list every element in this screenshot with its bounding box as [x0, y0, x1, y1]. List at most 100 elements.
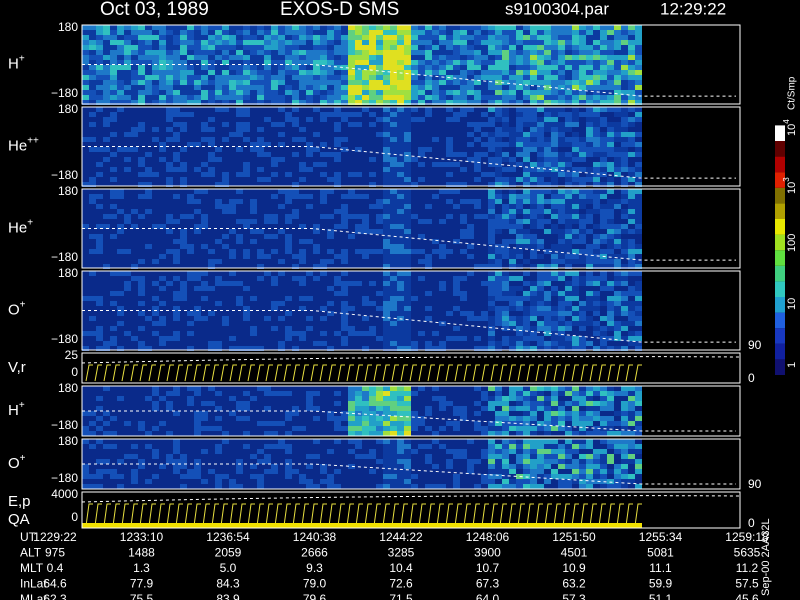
spectrogram-cell [383, 229, 390, 234]
spectrogram-cell [341, 112, 348, 117]
spectrogram-cell [341, 75, 348, 80]
spectrogram-cell [201, 80, 208, 85]
spectrogram-cell [523, 189, 530, 194]
colorbar-cell [775, 219, 785, 235]
spectrogram-cell [110, 80, 117, 85]
spectrogram-cell [334, 95, 341, 100]
spectrogram-cell [334, 391, 341, 396]
spectrogram-cell [579, 411, 586, 416]
spectrogram-cell [509, 30, 516, 35]
spectrogram-cell [544, 189, 551, 194]
spectrogram-cell [544, 55, 551, 60]
spectrogram-cell [355, 214, 362, 219]
spectrogram-cell [579, 336, 586, 341]
spectrogram-cell [586, 90, 593, 95]
spectrogram-cell [180, 65, 187, 70]
spectrogram-cell [243, 286, 250, 291]
spectrogram-cell [341, 306, 348, 311]
spectrogram-cell [502, 306, 509, 311]
spectrogram-cell [551, 276, 558, 281]
spectrogram-cell [292, 346, 299, 351]
spectrogram-cell [607, 306, 614, 311]
spectrogram-cell [523, 479, 530, 484]
spectrogram-cell [621, 459, 628, 464]
spectrogram-cell [341, 90, 348, 95]
spectrogram-cell [390, 45, 397, 50]
spectrogram-cell [138, 35, 145, 40]
spectrogram-cell [89, 95, 96, 100]
spectrogram-cell [236, 484, 243, 489]
spectrogram-cell [131, 90, 138, 95]
spectrogram-cell [194, 464, 201, 469]
spectrogram-cell [418, 162, 425, 167]
spectrogram-cell [194, 426, 201, 431]
spectrogram-cell [502, 281, 509, 286]
spectrogram-cell [383, 311, 390, 316]
spectrogram-cell [488, 229, 495, 234]
spectrogram-cell [362, 391, 369, 396]
spectrogram-cell [502, 291, 509, 296]
spectrogram-cell [327, 30, 334, 35]
spectrogram-cell [180, 484, 187, 489]
spectrogram-cell [306, 401, 313, 406]
spectrogram-cell [215, 479, 222, 484]
spectrogram-cell [551, 214, 558, 219]
spectrogram-cell [117, 346, 124, 351]
row-value: 67.3 [476, 577, 500, 591]
spectrogram-cell [530, 444, 537, 449]
spectrogram-cell [271, 70, 278, 75]
spectrogram-cell [425, 484, 432, 489]
spectrogram-cell [474, 75, 481, 80]
spectrogram-cell [551, 162, 558, 167]
spectrogram-cell [537, 421, 544, 426]
spectrogram-cell [614, 50, 621, 55]
spectrogram-cell [145, 346, 152, 351]
spectrogram-cell [201, 35, 208, 40]
spectrogram-cell [551, 259, 558, 264]
spectrogram-cell [495, 264, 502, 269]
spectrogram-cell [222, 122, 229, 127]
spectrogram-cell [187, 55, 194, 60]
spectrogram-cell [551, 177, 558, 182]
spectrogram-cell [229, 80, 236, 85]
colorbar-cell [775, 343, 785, 360]
spectrogram-cell [138, 464, 145, 469]
spectrogram-cell [390, 224, 397, 229]
spectrogram-cell [201, 122, 208, 127]
spectrogram-cell [313, 90, 320, 95]
spectrogram-cell [565, 112, 572, 117]
spectrogram-cell [348, 100, 355, 105]
spectrogram-cell [159, 321, 166, 326]
spectrogram-cell [173, 167, 180, 172]
spectrogram-cell [404, 259, 411, 264]
spectrogram-cell [628, 117, 635, 122]
row-value: 3900 [474, 546, 501, 560]
spectrogram-cell [593, 152, 600, 157]
spectrogram-cell [138, 45, 145, 50]
sweep-trace [85, 503, 642, 527]
spectrogram-cell [516, 229, 523, 234]
spectrogram-cell [488, 189, 495, 194]
spectrogram-cell [278, 55, 285, 60]
spectrogram-cell [229, 70, 236, 75]
spectrogram-cell [488, 464, 495, 469]
spectrogram-cell [250, 50, 257, 55]
spectrogram-cell [600, 386, 607, 391]
spectrogram-cell [572, 336, 579, 341]
spectrogram-cell [355, 147, 362, 152]
spectrogram-cell [208, 40, 215, 45]
spectrogram-cell [614, 25, 621, 30]
spectrogram-cell [355, 30, 362, 35]
spectrogram-cell [495, 162, 502, 167]
spectrogram-cell [117, 209, 124, 214]
spectrogram-cell [614, 172, 621, 177]
spectrogram-cell [285, 249, 292, 254]
spectrogram-cell [404, 172, 411, 177]
spectrogram-cell [313, 454, 320, 459]
spectrogram-cell [138, 50, 145, 55]
spectrogram-cell [397, 50, 404, 55]
spectrogram-cell [138, 90, 145, 95]
spectrogram-cell [635, 214, 642, 219]
spectrogram-cell [488, 182, 495, 187]
spectrogram-cell [201, 60, 208, 65]
